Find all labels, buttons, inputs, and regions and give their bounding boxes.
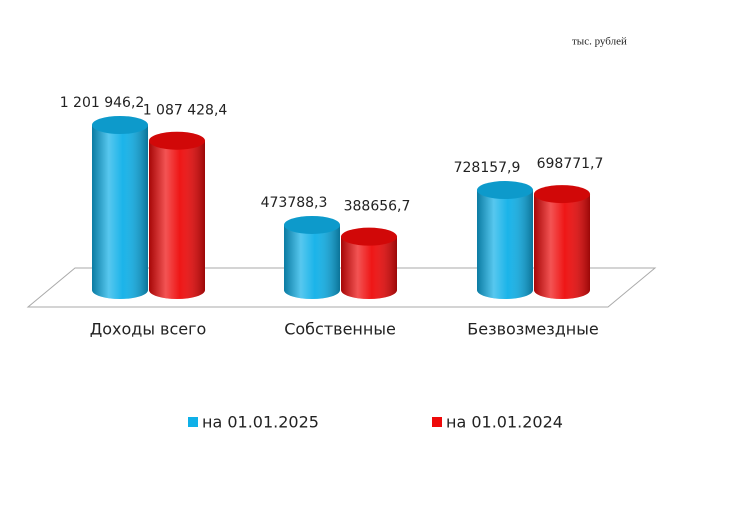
legend-swatch: [432, 417, 442, 427]
cylinder: [149, 131, 205, 299]
bar-top-shade: [284, 215, 340, 234]
cylinder: [92, 116, 148, 299]
data-label: 388656,7: [344, 199, 411, 215]
unit-label: тыс. рублей: [572, 36, 627, 48]
bar-top: [284, 215, 340, 234]
legend-label: на 01.01.2024: [446, 413, 563, 432]
data-label: 1 201 946,2: [60, 95, 145, 111]
bar-top: [341, 227, 397, 246]
bar-shade: [534, 194, 590, 299]
bar-top-shade: [149, 131, 205, 150]
x-tick-label: Собственные: [284, 320, 396, 339]
bar-shade: [92, 125, 148, 299]
bar-top: [149, 131, 205, 150]
bar-top-shade: [477, 181, 533, 200]
bar-shade: [477, 190, 533, 299]
x-tick-label: Доходы всего: [90, 320, 207, 339]
x-tick-label: Безвозмездные: [467, 320, 598, 339]
legend-label: на 01.01.2025: [202, 413, 319, 432]
bar-shade: [341, 236, 397, 299]
data-label: 473788,3: [261, 195, 328, 211]
legend-swatch: [188, 417, 198, 427]
bar-top: [534, 185, 590, 204]
bar-top-shade: [341, 227, 397, 246]
cylinder: [341, 227, 397, 299]
bar-shade: [149, 140, 205, 299]
bar-top-shade: [92, 116, 148, 134]
cylinder: [284, 215, 340, 299]
data-label: 698771,7: [537, 156, 604, 172]
cylinder: [534, 185, 590, 299]
bar-top: [477, 181, 533, 200]
data-label: 728157,9: [454, 160, 521, 176]
bar-shade: [284, 224, 340, 299]
bar-top-shade: [534, 185, 590, 204]
cylinder: [477, 181, 533, 299]
data-label: 1 087 428,4: [143, 103, 228, 119]
bar-top: [92, 116, 148, 134]
